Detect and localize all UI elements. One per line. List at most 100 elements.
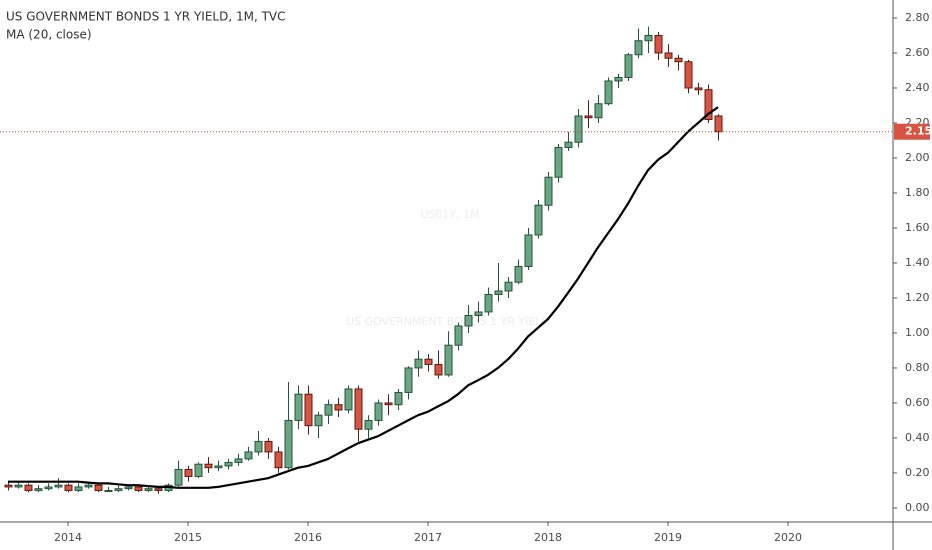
candle-body (104, 489, 113, 492)
candle-body (64, 484, 73, 491)
candle-body (114, 488, 123, 491)
moving-average-line (8, 106, 719, 489)
candle-body (534, 204, 543, 236)
candle-body (314, 414, 323, 427)
indicator-label: MA (20, close) (6, 28, 92, 42)
candle-body (504, 281, 513, 292)
candle-body (604, 80, 613, 105)
candle-body (374, 402, 383, 421)
candle-body (134, 486, 143, 491)
candle-body (54, 484, 63, 488)
candle-body (214, 465, 223, 469)
candle-body (254, 440, 263, 453)
candle-body (714, 115, 723, 133)
candle-body (644, 34, 653, 42)
y-tick-label: 1.60 (905, 221, 930, 234)
candle-body (684, 61, 693, 89)
y-tick-label: 0.80 (905, 361, 930, 374)
watermark-name: US GOVERNMENT BONDS 1 YR YIELD (346, 315, 550, 328)
y-tick-label: 2.00 (905, 151, 930, 164)
candle-body (524, 234, 533, 267)
candle-body (584, 115, 593, 119)
x-tick-label: 2020 (774, 531, 802, 544)
candle-body (494, 290, 503, 295)
candle-body (324, 404, 333, 416)
candle-body (234, 458, 243, 463)
candle-body (84, 484, 93, 488)
candle-body (704, 89, 713, 120)
candle-body (24, 484, 33, 491)
candle-body (44, 486, 53, 490)
x-tick-label: 2019 (654, 531, 682, 544)
last-price-box (894, 123, 930, 140)
candle-body (464, 314, 473, 327)
y-tick-label: 1.00 (905, 326, 930, 339)
y-tick-label: 1.20 (905, 291, 930, 304)
candle-body (594, 103, 603, 119)
candle-body (294, 393, 303, 421)
candle-body (654, 34, 663, 54)
candle-body (434, 363, 443, 376)
candle-body (204, 463, 213, 469)
x-tick-label: 2015 (174, 531, 202, 544)
y-tick-label: 2.40 (905, 81, 930, 94)
candle-body (424, 358, 433, 365)
candle-body (574, 115, 583, 143)
y-tick-label: 0.00 (905, 501, 930, 514)
candle-body (344, 388, 353, 411)
x-tick-label: 2017 (414, 531, 442, 544)
candle-body (544, 176, 553, 206)
candle-body (384, 402, 393, 406)
candle-body (124, 486, 133, 490)
candle-body (564, 141, 573, 148)
chart-title: US GOVERNMENT BONDS 1 YR YIELD, 1M, TVC (6, 10, 286, 24)
x-tick-label: 2018 (534, 531, 562, 544)
candle-body (74, 486, 83, 491)
y-tick-label: 0.20 (905, 466, 930, 479)
candle-body (144, 488, 153, 491)
candle-body (694, 87, 703, 91)
x-tick-label: 2014 (54, 531, 82, 544)
candle-body (444, 344, 453, 376)
x-tick-label: 2016 (294, 531, 322, 544)
candle-body (634, 40, 643, 56)
candle-body (364, 419, 373, 430)
candle-body (224, 461, 233, 467)
candle-body (4, 484, 13, 488)
candle-body (304, 393, 313, 427)
candle-body (404, 367, 413, 393)
candle-body (674, 57, 683, 63)
candle-body (514, 265, 523, 283)
candle-body (34, 488, 43, 491)
candle-body (394, 391, 403, 406)
candle-body (554, 146, 563, 178)
candle-body (614, 76, 623, 82)
y-tick-label: 0.60 (905, 396, 930, 409)
y-tick-label: 1.40 (905, 256, 930, 269)
candle-body (354, 388, 363, 430)
y-tick-label: 2.80 (905, 11, 930, 24)
candle-body (14, 484, 23, 488)
candle-body (154, 488, 163, 491)
y-tick-label: 2.60 (905, 46, 930, 59)
candle-body (484, 293, 493, 313)
candle-body (474, 311, 483, 316)
candle-body (264, 440, 273, 453)
candle-body (184, 468, 193, 477)
candle-body (174, 468, 183, 486)
candle-body (334, 404, 343, 411)
watermark-symbol: US01Y, 1M (420, 208, 479, 221)
y-tick-label: 1.80 (905, 186, 930, 199)
candle-body (414, 358, 423, 369)
candle-body (94, 484, 103, 491)
candle-body (454, 325, 463, 346)
candle-body (194, 463, 203, 477)
candle-body (664, 52, 673, 59)
candle-body (274, 451, 283, 469)
candle-body (624, 54, 633, 78)
last-price-label: 2.15 (905, 125, 932, 138)
candle-body (244, 451, 253, 460)
candle-body (284, 419, 293, 469)
y-tick-label: 0.40 (905, 431, 930, 444)
